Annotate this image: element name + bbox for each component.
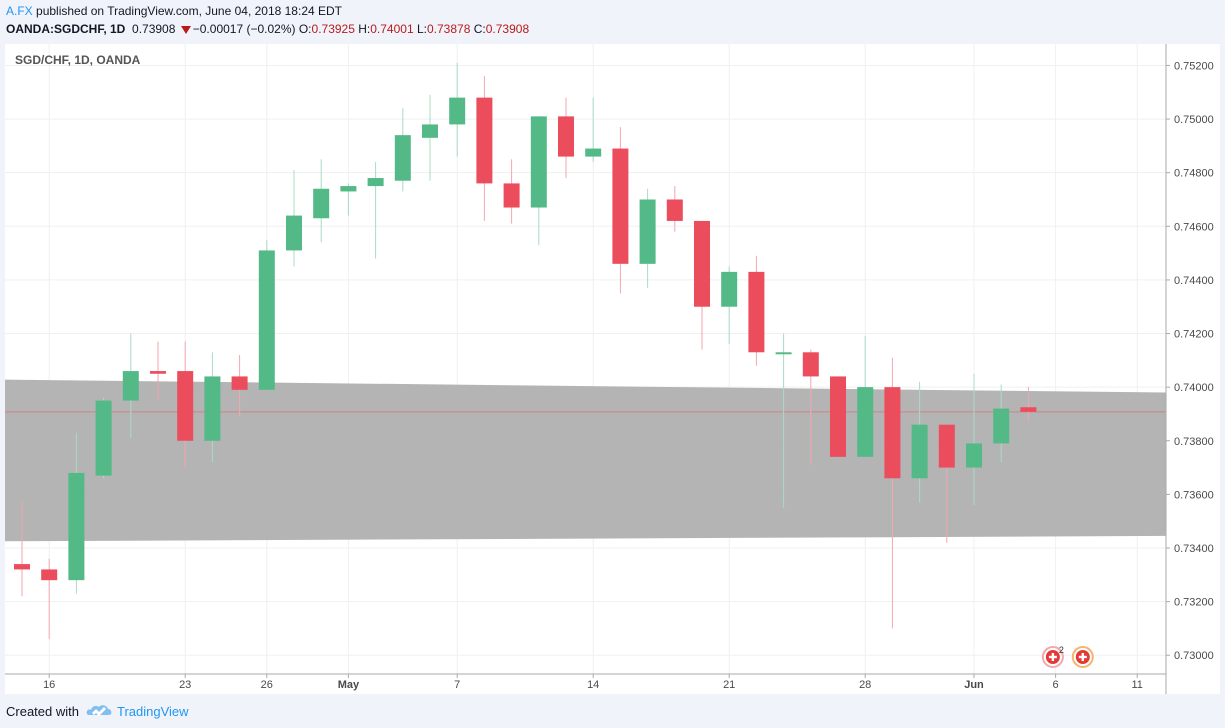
candle-body bbox=[775, 352, 792, 355]
candle-body bbox=[830, 376, 846, 457]
price-tick-label: 0.73800 bbox=[1174, 436, 1214, 448]
candle-body bbox=[476, 97, 493, 184]
candle-body bbox=[966, 443, 982, 468]
author-link[interactable]: A.FX bbox=[6, 4, 33, 18]
close-value: 0.73908 bbox=[485, 22, 530, 36]
candle-body bbox=[122, 371, 139, 401]
candle-body bbox=[231, 376, 248, 390]
ohlc-line: OANDA:SGDCHF, 1D 0.73908 −0.00017 (−0.02… bbox=[6, 22, 529, 36]
candle-body bbox=[1020, 407, 1037, 412]
candle-body bbox=[802, 352, 819, 377]
candle-body bbox=[748, 271, 765, 353]
price-tick-label: 0.75000 bbox=[1174, 114, 1214, 126]
candle-body bbox=[938, 424, 955, 468]
tradingview-brand-link[interactable]: TradingView bbox=[117, 704, 189, 719]
candle-body bbox=[612, 148, 629, 264]
price-tick-label: 0.74000 bbox=[1174, 382, 1214, 394]
low-label: L: bbox=[416, 22, 427, 36]
high-label: H: bbox=[358, 22, 371, 36]
price-tick-label: 0.73400 bbox=[1174, 543, 1214, 555]
open-value: 0.73925 bbox=[311, 22, 355, 36]
candle-body bbox=[68, 472, 85, 581]
candle-body bbox=[993, 408, 1010, 444]
price-tick-label: 0.74600 bbox=[1174, 221, 1214, 233]
time-tick-label: 14 bbox=[587, 679, 599, 691]
time-tick-label: 26 bbox=[261, 679, 273, 691]
time-tick-label: 11 bbox=[1131, 679, 1142, 691]
candle-body bbox=[558, 116, 574, 157]
candle-body bbox=[422, 124, 438, 138]
footer: Created with TradingView bbox=[0, 694, 1225, 728]
time-tick-label: 28 bbox=[859, 679, 871, 691]
range-band bbox=[5, 379, 1166, 542]
candle-body bbox=[150, 371, 166, 374]
candle-body bbox=[585, 148, 602, 157]
flag-cross-v bbox=[1051, 653, 1055, 661]
time-tick-label: 23 bbox=[179, 679, 191, 691]
candle-body bbox=[394, 135, 411, 181]
candle-body bbox=[286, 215, 302, 251]
candle-body bbox=[639, 199, 656, 264]
price-tick-label: 0.73200 bbox=[1174, 597, 1214, 609]
band-layer bbox=[5, 379, 1166, 542]
symbol-label: OANDA:SGDCHF, 1D bbox=[6, 22, 126, 36]
time-tick-label: 21 bbox=[723, 679, 735, 691]
down-arrow-icon bbox=[180, 26, 191, 34]
open-label: O: bbox=[298, 22, 312, 36]
chart-title: SGD/CHF, 1D, OANDA bbox=[15, 53, 141, 67]
candle-body bbox=[503, 183, 520, 208]
candle-body bbox=[911, 424, 928, 479]
candle-layer bbox=[14, 62, 1037, 640]
time-tick-label: 7 bbox=[454, 679, 460, 691]
candle-body bbox=[313, 188, 330, 219]
publish-line: A.FX published on TradingView.com, June … bbox=[6, 4, 342, 18]
candle-body bbox=[530, 116, 547, 208]
chart-header: A.FX published on TradingView.com, June … bbox=[0, 0, 1225, 44]
candle-body bbox=[449, 97, 466, 125]
candle-body bbox=[340, 186, 357, 192]
candle-body bbox=[666, 199, 683, 221]
candle-body bbox=[694, 220, 710, 307]
time-tick-label: 6 bbox=[1053, 679, 1059, 691]
marker-layer: 2 bbox=[1041, 645, 1094, 668]
axis-layer: 0.73000 0.73200 0.73400 0.73600 0.73800 0.740… bbox=[5, 44, 1214, 694]
tradingview-logo-icon bbox=[86, 705, 112, 716]
candle-body bbox=[258, 250, 275, 390]
last-price: 0.73908 bbox=[132, 22, 176, 36]
candle-body bbox=[95, 400, 112, 476]
created-with-text: Created with bbox=[6, 704, 79, 719]
candle-body bbox=[721, 271, 738, 307]
price-tick-label: 0.74800 bbox=[1174, 168, 1214, 180]
event-count-label: 2 bbox=[1059, 645, 1064, 655]
low-value: 0.73878 bbox=[427, 22, 471, 36]
price-tick-label: 0.74400 bbox=[1174, 275, 1214, 287]
candle-body bbox=[41, 569, 58, 581]
time-tick-label: Jun bbox=[964, 679, 984, 691]
time-tick-label: 16 bbox=[43, 679, 55, 691]
candle-body bbox=[367, 178, 384, 187]
candlestick-chart[interactable]: 2 0.730000.732000.734000.736000.738000.7… bbox=[5, 44, 1220, 694]
flag-cross-v bbox=[1081, 653, 1084, 661]
candle-body bbox=[14, 564, 30, 570]
price-tick-label: 0.74200 bbox=[1174, 329, 1214, 341]
price-tick-label: 0.75200 bbox=[1174, 60, 1214, 72]
time-tick-label: May bbox=[338, 679, 360, 691]
chart-area[interactable]: 2 0.73000 0.73200 0.73400 0.73600 0.73800 0.7… bbox=[5, 44, 1220, 694]
grid-layer bbox=[5, 44, 1166, 674]
price-change: −0.00017 (−0.02%) bbox=[192, 22, 296, 36]
candle-body bbox=[857, 387, 874, 457]
price-tick-label: 0.73000 bbox=[1174, 650, 1214, 662]
close-label: C: bbox=[473, 22, 486, 36]
published-text: published on TradingView.com, June 04, 2… bbox=[36, 4, 342, 18]
high-value: 0.74001 bbox=[370, 22, 414, 36]
candle-body bbox=[177, 371, 194, 441]
candle-body bbox=[884, 387, 901, 479]
price-tick-label: 0.73600 bbox=[1174, 489, 1214, 501]
candle-body bbox=[204, 376, 221, 441]
